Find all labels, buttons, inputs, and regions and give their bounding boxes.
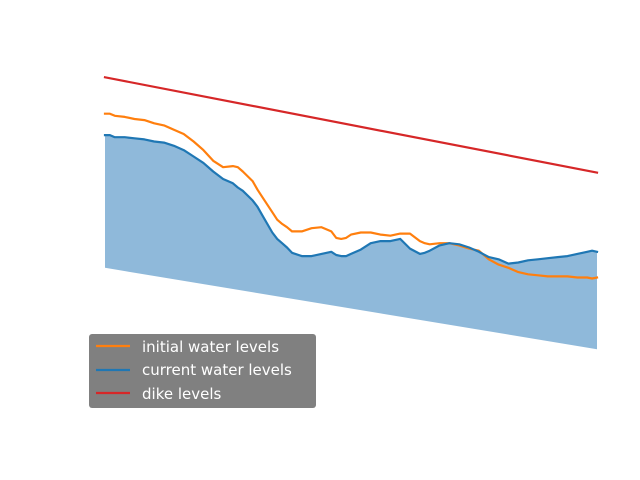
- series-line-dike-levels: [103, 76, 599, 174]
- legend-label-current-water-levels: current water levels: [142, 361, 292, 379]
- legend: initial water levels current water level…: [89, 334, 316, 408]
- legend-box: [89, 334, 316, 408]
- plot-area: [103, 76, 599, 350]
- water-fill-area: [105, 135, 597, 350]
- legend-label-dike-levels: dike levels: [142, 385, 222, 403]
- series-line-current-water-levels: [103, 134, 599, 265]
- legend-label-initial-water-levels: initial water levels: [142, 338, 279, 356]
- series-line-initial-water-levels: [103, 112, 599, 280]
